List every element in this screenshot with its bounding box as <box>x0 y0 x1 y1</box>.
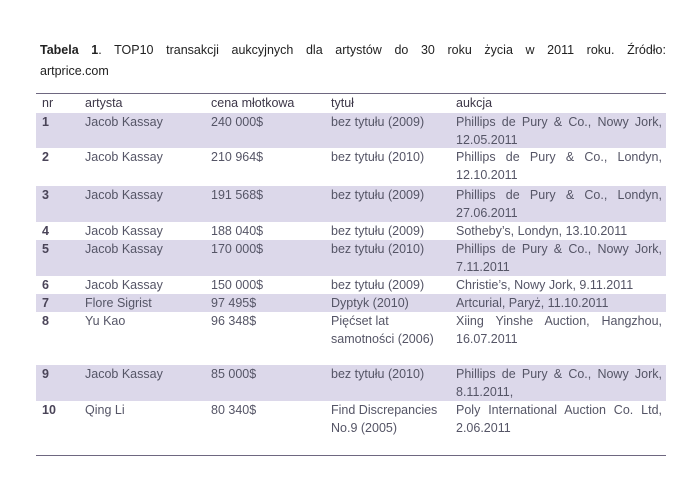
table-row: 1 Jacob Kassay 240 000$ bez tytułu (2009… <box>36 113 666 148</box>
cell-title: Dyptyk (2010) <box>331 296 409 310</box>
cell-nr: 3 <box>42 188 49 202</box>
table-caption: Tabela 1. TOP10 transakcji aukcyjnych dl… <box>40 40 666 82</box>
cell-auction: Christie’s, Nowy Jork, 9.11.2011 <box>456 278 634 292</box>
cell-title: bez tytułu (2009) <box>331 224 425 238</box>
cell-title: bez tytułu (2009) <box>331 115 425 129</box>
cell-nr: 10 <box>42 403 56 417</box>
table-header: nr artysta cena młotkowa tytuł aukcja <box>36 94 666 113</box>
cell-price: 240 000$ <box>211 115 264 129</box>
cell-nr: 5 <box>42 242 49 256</box>
header-title: tytuł <box>331 96 354 110</box>
header-nr: nr <box>42 96 54 110</box>
cell-artist: Jacob Kassay <box>85 150 163 164</box>
table-row: 5 Jacob Kassay 170 000$ bez tytułu (2010… <box>36 240 666 276</box>
cell-nr: 8 <box>42 314 49 328</box>
cell-auction: Sotheby’s, Londyn, 13.10.2011 <box>456 224 628 238</box>
cell-price: 80 340$ <box>211 403 257 417</box>
header-artist: artysta <box>85 96 123 110</box>
cell-price: 188 040$ <box>211 224 264 238</box>
cell-artist: Yu Kao <box>85 314 126 328</box>
cell-artist: Jacob Kassay <box>85 367 163 381</box>
cell-nr: 4 <box>42 224 49 238</box>
cell-price: 96 348$ <box>211 314 257 328</box>
table-row: 9 Jacob Kassay 85 000$ bez tytułu (2010)… <box>36 365 666 401</box>
caption-line-1: Tabela 1. TOP10 transakcji aukcyjnych dl… <box>40 40 666 61</box>
auction-table: nr artysta cena młotkowa tytuł aukcja 1 … <box>36 93 666 456</box>
cell-title: bez tytułu (2009) <box>331 278 425 292</box>
cell-price: 150 000$ <box>211 278 264 292</box>
cell-nr: 1 <box>42 115 49 129</box>
cell-artist: Qing Li <box>85 403 125 417</box>
table-row: 3 Jacob Kassay 191 568$ bez tytułu (2009… <box>36 186 666 222</box>
caption-text: . TOP10 transakcji aukcyjnych dla artyst… <box>98 43 666 57</box>
cell-artist: Jacob Kassay <box>85 242 163 256</box>
cell-price: 191 568$ <box>211 188 264 202</box>
header-auction: aukcja <box>456 96 493 110</box>
cell-title: bez tytułu (2010) <box>331 242 425 256</box>
cell-title: bez tytułu (2010) <box>331 367 425 381</box>
caption-label: Tabela 1 <box>40 43 99 57</box>
cell-auction: Phillips de Pury & Co., Londyn, 12.10.20… <box>456 150 662 182</box>
cell-auction: Xiing Yinshe Auction, Hangzhou, 16.07.20… <box>456 314 662 346</box>
cell-nr: 6 <box>42 278 49 292</box>
cell-title: Pięćset lat samotności (2006) <box>331 314 434 346</box>
cell-nr: 9 <box>42 367 49 381</box>
cell-auction: Artcurial, Paryż, 11.10.2011 <box>456 296 609 310</box>
cell-artist: Jacob Kassay <box>85 224 163 238</box>
table-row: 6 Jacob Kassay 150 000$ bez tytułu (2009… <box>36 276 666 294</box>
cell-auction: Phillips de Pury & Co., Nowy Jork, 8.11.… <box>456 367 662 399</box>
cell-artist: Jacob Kassay <box>85 115 163 129</box>
cell-auction: Phillips de Pury & Co., Londyn, 27.06.20… <box>456 188 662 220</box>
cell-price: 210 964$ <box>211 150 264 164</box>
cell-artist: Jacob Kassay <box>85 188 163 202</box>
cell-price: 85 000$ <box>211 367 257 381</box>
table-row: 2 Jacob Kassay 210 964$ bez tytułu (2010… <box>36 148 666 186</box>
cell-price: 170 000$ <box>211 242 264 256</box>
cell-auction: Phillips de Pury & Co., Nowy Jork, 12.05… <box>456 115 662 147</box>
cell-artist: Flore Sigrist <box>85 296 152 310</box>
header-price: cena młotkowa <box>211 96 295 110</box>
table-row: 10 Qing Li 80 340$ Find Discrepancies No… <box>36 401 666 455</box>
cell-nr: 7 <box>42 296 49 310</box>
cell-auction: Phillips de Pury & Co., Nowy Jork, 7.11.… <box>456 242 662 274</box>
cell-price: 97 495$ <box>211 296 257 310</box>
cell-title: bez tytułu (2009) <box>331 188 425 202</box>
table-row: 4 Jacob Kassay 188 040$ bez tytułu (2009… <box>36 222 666 240</box>
cell-title: bez tytułu (2010) <box>331 150 425 164</box>
table-row: 8 Yu Kao 96 348$ Pięćset lat samotności … <box>36 312 666 365</box>
cell-auction: Poly International Auction Co. Ltd, 2.06… <box>456 403 662 435</box>
cell-artist: Jacob Kassay <box>85 278 163 292</box>
caption-source: artprice.com <box>40 64 109 78</box>
cell-nr: 2 <box>42 150 49 164</box>
table-row: 7 Flore Sigrist 97 495$ Dyptyk (2010) Ar… <box>36 294 666 312</box>
cell-title: Find Discrepancies No.9 (2005) <box>331 403 438 435</box>
